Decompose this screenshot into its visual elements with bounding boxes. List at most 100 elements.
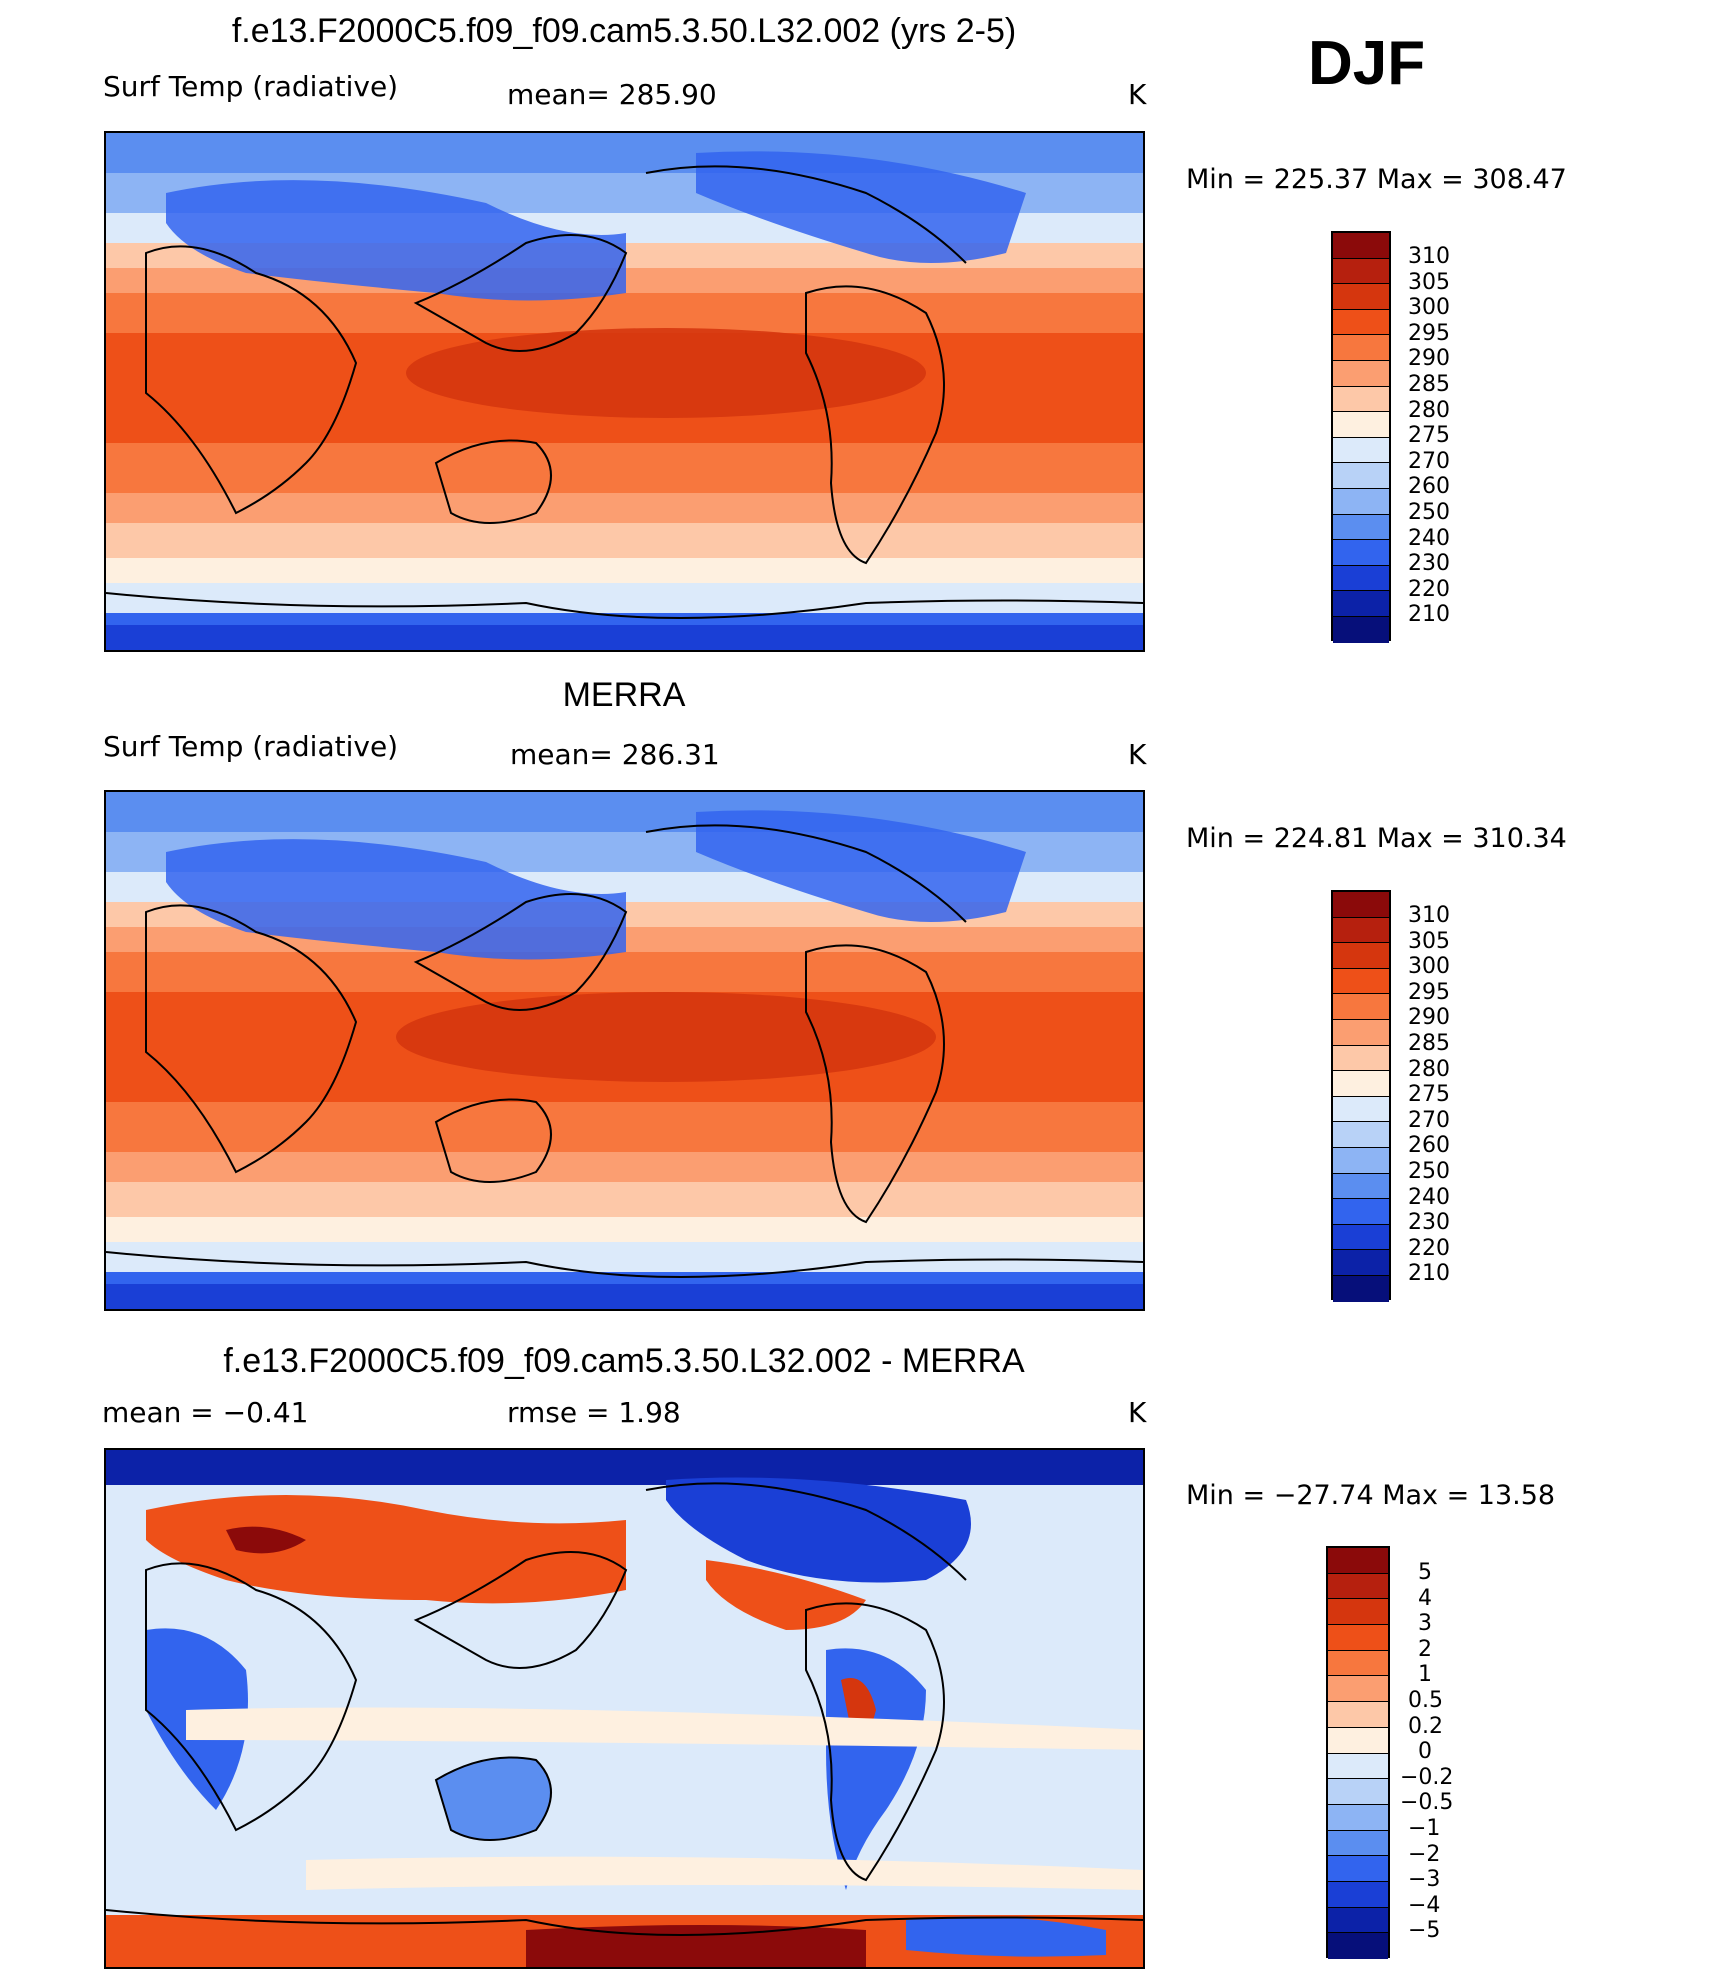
colorbar-swatch [1333,1199,1389,1225]
colorbar-swatch [1333,412,1389,438]
colorbar-tick-label: 220 [1408,1236,1450,1261]
colorbar-tick-label: 250 [1408,500,1450,525]
colorbar-tick-label: 300 [1408,954,1450,979]
colorbar-tick-label: 210 [1408,1261,1450,1286]
colorbar-swatch [1328,1907,1388,1934]
colorbar-tick-label: 310 [1408,244,1450,269]
panel-3-mean-label: mean = −0.41 [102,1396,309,1429]
colorbar-swatch [1333,258,1389,285]
panel-3-map-field [106,1450,1143,1967]
colorbar-tick-label: 275 [1408,423,1450,448]
panel-1-map [104,131,1145,652]
colorbar-swatch [1328,1702,1388,1728]
colorbar-swatch [1333,514,1389,541]
colorbar-swatch [1328,1727,1388,1754]
colorbar-tick-label: −0.2 [1400,1765,1454,1790]
colorbar-tick-label: 305 [1408,929,1450,954]
panel-3-rmse-label: rmse = 1.98 [507,1396,681,1429]
panel-1-mean-label: mean= 285.90 [507,78,717,111]
panel-1-variable-label: Surf Temp (radiative) [103,70,399,103]
colorbar-tick-label: 0.2 [1408,1714,1443,1739]
colorbar-tick-label: 230 [1408,551,1450,576]
colorbar-swatch [1333,1173,1389,1200]
colorbar-tick-label: 220 [1408,577,1450,602]
panel-2-units: K [1128,738,1147,771]
colorbar-swatch [1333,540,1389,566]
colorbar-tick-label: 310 [1408,903,1450,928]
colorbar-swatch [1333,1045,1389,1072]
colorbar-tick-label: −5 [1408,1918,1441,1943]
panel-1-units: K [1128,78,1147,111]
colorbar-tick-label: −4 [1408,1893,1441,1918]
colorbar-tick-label: 5 [1418,1560,1432,1585]
colorbar-tick-label: −2 [1408,1842,1441,1867]
colorbar-tick-label: −0.5 [1400,1790,1454,1815]
panel-3-map [104,1448,1145,1969]
colorbar-swatch [1333,616,1389,643]
colorbar-swatch [1333,565,1389,592]
panel-1-minmax: Min = 225.37 Max = 308.47 [1186,164,1567,195]
colorbar-swatch [1328,1625,1388,1651]
colorbar-swatch [1333,1275,1389,1302]
colorbar-tick-label: 295 [1408,980,1450,1005]
panel-3-title: f.e13.F2000C5.f09_f09.cam5.3.50.L32.002 … [223,1342,1025,1380]
colorbar-swatch [1333,309,1389,336]
colorbar-swatch [1328,1753,1388,1780]
colorbar-swatch [1333,994,1389,1020]
colorbar-tick-label: 230 [1408,1210,1450,1235]
panel-2-map-field [106,792,1143,1309]
colorbar-tick-label: −3 [1408,1867,1441,1892]
colorbar-swatch [1333,1122,1389,1148]
colorbar-tick-label: 240 [1408,1185,1450,1210]
panel-3-units: K [1128,1396,1147,1429]
colorbar-swatch [1333,943,1389,969]
panel-1-colorbar [1331,231,1391,643]
colorbar-swatch [1333,968,1389,995]
colorbar-tick-label: 4 [1418,1586,1432,1611]
colorbar-swatch [1333,1224,1389,1251]
panel-2-mean-label: mean= 286.31 [510,738,720,771]
colorbar-tick-label: 280 [1408,398,1450,423]
colorbar-tick-label: 300 [1408,295,1450,320]
colorbar-tick-label: 250 [1408,1159,1450,1184]
colorbar-tick-label: 285 [1408,372,1450,397]
colorbar-swatch [1328,1573,1388,1600]
colorbar-swatch [1328,1933,1388,1959]
colorbar-swatch [1333,1071,1389,1097]
colorbar-tick-label: 275 [1408,1082,1450,1107]
colorbar-tick-label: 1 [1418,1662,1432,1687]
colorbar-tick-label: 305 [1408,270,1450,295]
colorbar-swatch [1333,917,1389,944]
colorbar-swatch [1328,1804,1388,1831]
panel-1-map-field [106,133,1143,650]
colorbar-swatch [1333,284,1389,310]
colorbar-tick-label: 210 [1408,602,1450,627]
colorbar-swatch [1328,1599,1388,1626]
colorbar-swatch [1333,1019,1389,1046]
colorbar-swatch [1333,386,1389,413]
colorbar-swatch [1333,1096,1389,1123]
colorbar-swatch [1328,1881,1388,1908]
colorbar-tick-label: 240 [1408,526,1450,551]
colorbar-tick-label: 2 [1418,1637,1432,1662]
season-label: DJF [1308,29,1426,98]
colorbar-swatch [1328,1676,1388,1703]
colorbar-swatch [1333,437,1389,464]
colorbar-swatch [1333,1250,1389,1276]
panel-2-title: MERRA [562,676,686,714]
colorbar-tick-label: 270 [1408,449,1450,474]
colorbar-swatch [1328,1856,1388,1882]
colorbar-swatch [1333,488,1389,515]
colorbar-swatch [1328,1650,1388,1677]
colorbar-tick-label: 290 [1408,346,1450,371]
colorbar-swatch [1328,1779,1388,1805]
colorbar-swatch [1333,233,1389,259]
colorbar-swatch [1328,1830,1388,1857]
colorbar-swatch [1333,360,1389,387]
colorbar-tick-label: 260 [1408,474,1450,499]
colorbar-swatch [1333,1147,1389,1174]
colorbar-swatch [1328,1548,1388,1574]
panel-2-colorbar [1331,890,1391,1302]
colorbar-tick-label: 295 [1408,321,1450,346]
panel-2-variable-label: Surf Temp (radiative) [103,730,399,763]
